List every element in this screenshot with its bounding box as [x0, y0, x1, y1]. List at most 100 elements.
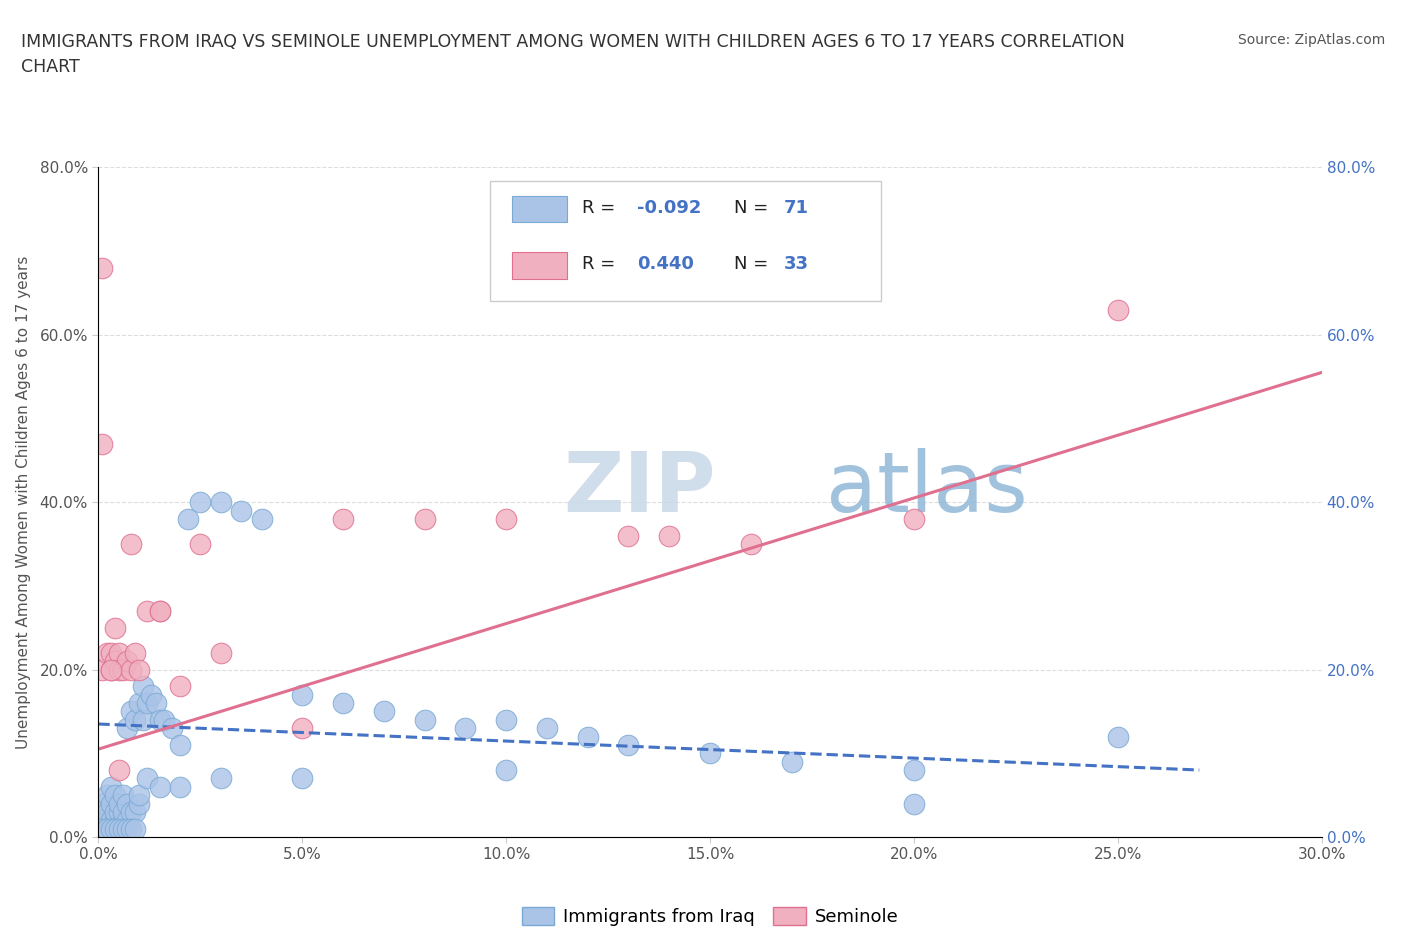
- Text: 0.440: 0.440: [637, 256, 693, 273]
- Point: [128, 788, 150, 803]
- Legend: Immigrants from Iraq, Seminole: Immigrants from Iraq, Seminole: [515, 899, 905, 930]
- Point: [152, 712, 174, 727]
- Point: [454, 721, 477, 736]
- FancyBboxPatch shape: [512, 252, 567, 279]
- Text: ZIP: ZIP: [564, 448, 716, 529]
- Point: [132, 679, 155, 694]
- Point: [413, 712, 436, 727]
- Point: [658, 528, 681, 543]
- Point: [100, 645, 122, 660]
- Point: [100, 796, 122, 811]
- Text: -0.092: -0.092: [637, 199, 702, 217]
- Point: [100, 662, 122, 677]
- Point: [124, 645, 146, 660]
- Point: [104, 821, 127, 836]
- Point: [120, 821, 142, 836]
- Point: [169, 679, 191, 694]
- Point: [124, 804, 146, 819]
- Point: [231, 503, 253, 518]
- Point: [108, 796, 131, 811]
- Point: [209, 645, 232, 660]
- Text: CHART: CHART: [21, 58, 80, 75]
- Point: [903, 796, 925, 811]
- Text: N =: N =: [734, 256, 775, 273]
- Point: [209, 495, 232, 510]
- Point: [136, 696, 159, 711]
- Point: [169, 737, 191, 752]
- Point: [250, 512, 273, 526]
- Point: [115, 721, 138, 736]
- Point: [291, 771, 314, 786]
- Point: [104, 813, 127, 828]
- Point: [91, 436, 114, 451]
- Point: [145, 696, 167, 711]
- Point: [108, 804, 131, 819]
- Point: [96, 645, 118, 660]
- Point: [108, 821, 131, 836]
- Point: [128, 696, 150, 711]
- Point: [576, 729, 599, 744]
- Point: [115, 821, 138, 836]
- Point: [115, 654, 138, 669]
- Point: [209, 771, 232, 786]
- Point: [136, 604, 159, 618]
- Point: [91, 813, 114, 828]
- Point: [495, 512, 517, 526]
- Point: [120, 537, 142, 551]
- Text: R =: R =: [582, 256, 620, 273]
- Point: [373, 704, 395, 719]
- Point: [188, 537, 212, 551]
- Point: [96, 804, 118, 819]
- Point: [780, 754, 803, 769]
- FancyBboxPatch shape: [512, 195, 567, 222]
- Text: 71: 71: [783, 199, 808, 217]
- Point: [100, 813, 122, 828]
- Point: [149, 604, 172, 618]
- Point: [903, 763, 925, 777]
- Point: [149, 779, 172, 794]
- Point: [132, 712, 155, 727]
- Point: [91, 821, 114, 836]
- Point: [108, 662, 131, 677]
- Point: [91, 260, 114, 275]
- Point: [108, 645, 131, 660]
- Point: [740, 537, 762, 551]
- Point: [100, 779, 122, 794]
- Point: [104, 804, 127, 819]
- Point: [141, 687, 163, 702]
- Point: [128, 662, 150, 677]
- Point: [413, 512, 436, 526]
- Point: [111, 804, 134, 819]
- Point: [108, 763, 131, 777]
- Point: [111, 813, 134, 828]
- Point: [120, 662, 142, 677]
- Point: [124, 821, 146, 836]
- Point: [332, 512, 354, 526]
- Text: IMMIGRANTS FROM IRAQ VS SEMINOLE UNEMPLOYMENT AMONG WOMEN WITH CHILDREN AGES 6 T: IMMIGRANTS FROM IRAQ VS SEMINOLE UNEMPLO…: [21, 33, 1125, 50]
- Text: N =: N =: [734, 199, 775, 217]
- Point: [100, 821, 122, 836]
- Point: [124, 712, 146, 727]
- Point: [160, 721, 183, 736]
- Point: [1107, 729, 1129, 744]
- Point: [104, 654, 127, 669]
- FancyBboxPatch shape: [489, 180, 882, 301]
- Point: [128, 796, 150, 811]
- Text: 33: 33: [783, 256, 808, 273]
- Point: [91, 662, 114, 677]
- Point: [617, 528, 640, 543]
- Point: [96, 788, 118, 803]
- Point: [332, 696, 354, 711]
- Point: [96, 821, 118, 836]
- Point: [1107, 302, 1129, 317]
- Point: [100, 821, 122, 836]
- Point: [108, 821, 131, 836]
- Y-axis label: Unemployment Among Women with Children Ages 6 to 17 years: Unemployment Among Women with Children A…: [17, 256, 31, 749]
- Point: [903, 512, 925, 526]
- Point: [104, 620, 127, 635]
- Text: R =: R =: [582, 199, 620, 217]
- Point: [149, 712, 172, 727]
- Point: [115, 796, 138, 811]
- Point: [169, 779, 191, 794]
- Point: [617, 737, 640, 752]
